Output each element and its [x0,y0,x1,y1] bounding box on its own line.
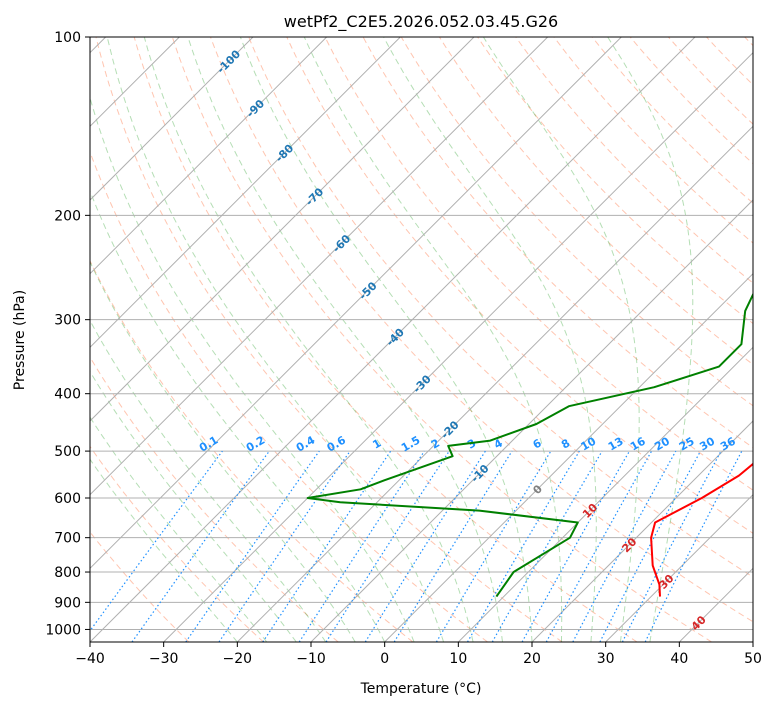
x-tick-label: 20 [523,651,541,667]
dry-adiabat-line [171,37,712,642]
isotherm-line [605,493,753,642]
dry-adiabat-line [400,37,753,407]
dry-adiabat-line [133,37,638,642]
y-tick-label: 800 [54,565,81,581]
y-tick-label: 1000 [45,622,81,638]
x-tick-label: −30 [149,651,179,667]
isotherm-line [90,37,401,349]
x-axis-title: Temperature (°C) [360,681,482,697]
mixing-ratio-line [572,450,677,642]
x-tick-label: 50 [744,651,762,667]
y-tick-label: 300 [54,313,81,329]
moist-adiabat-line [106,37,445,642]
isotherm-line [457,346,753,642]
moist-adiabat-line [90,260,356,642]
dry-adiabat-line [629,37,753,165]
y-tick-label: 400 [54,387,81,403]
moist-adiabat-line [90,189,386,642]
x-tick-label: 0 [380,651,389,667]
chart-title: wetPf2_C2E5.2026.052.03.45.G26 [284,12,558,32]
x-tick-label: −10 [296,651,326,667]
isotherm-line [236,125,753,642]
isotherm-line [90,37,696,642]
isotherm-line [384,272,753,642]
isotherm-line [531,420,753,642]
moist-adiabat-line [303,37,563,642]
isotherm-line [90,37,622,570]
dewpoint-profile-line [306,292,753,598]
y-axis: 100 200 300 400 500 600 700 800 900 1000 [45,30,90,638]
plot-frame [89,36,754,643]
mixing-ratio-line [325,450,450,642]
y-tick-label: 100 [54,30,81,46]
isotherm-line [90,37,328,275]
x-tick-label: −40 [75,651,105,667]
mixing-ratio-line [491,450,603,642]
y-tick-label: 500 [54,444,81,460]
x-tick-label: 30 [597,651,615,667]
mixing-ratio-line [131,450,270,642]
mixing-ratio-line [466,450,580,642]
moist-adiabat-line [482,37,640,642]
x-tick-label: 10 [449,651,467,667]
isotherm-lines [90,37,753,642]
dry-adiabat-line [515,37,753,284]
moist-adiabat-line [383,37,597,642]
dry-adiabat-line [90,259,414,642]
y-tick-label: 200 [54,208,81,224]
x-tick-label: −20 [223,651,253,667]
mixing-ratio-line [185,450,320,642]
dry-adiabat-line [210,37,753,623]
mixing-ratio-lines [90,450,743,642]
mixing-ratio-line [218,450,351,642]
isotherm-line [90,37,549,496]
mixing-ratio-line [521,450,631,642]
y-axis-title: Pressure (hPa) [12,290,28,390]
dry-adiabat-line [477,37,753,325]
x-axis: −40 −30 −20 −10 0 10 20 30 40 50 [75,642,762,667]
y-tick-label: 600 [54,491,81,507]
moist-adiabat-line [143,37,474,642]
y-tick-label: 900 [54,595,81,611]
dry-adiabat-line [95,37,563,642]
dry-adiabat-line [324,37,753,491]
isotherm-line [310,199,753,642]
sounding-series [306,292,753,598]
plot-area: -100-90-80-70-60-50-40-30-20-10010203040… [90,37,753,642]
moist-adiabat-line [239,37,533,642]
y-tick-label: 700 [54,531,81,547]
mixing-ratio-line [364,450,486,642]
moist-adiabat-line [607,37,694,642]
moist-adiabat-line [187,37,503,642]
mixing-ratio-line [90,450,223,632]
x-tick-label: 40 [670,651,688,667]
mixing-ratio-line [435,450,552,642]
isotherm-line [163,51,753,642]
temperature-profile-line [650,462,753,597]
moist-adiabat-line [90,96,415,642]
mixing-ratio-line [545,450,653,642]
mixing-ratio-line [393,450,513,642]
isotherm-line [90,37,475,422]
moist-adiabat-line [90,458,238,642]
dry-adiabat-line [248,37,753,578]
dry-adiabat-line [90,445,264,642]
dry-adiabat-line [591,37,753,204]
isotherm-line [90,37,254,201]
